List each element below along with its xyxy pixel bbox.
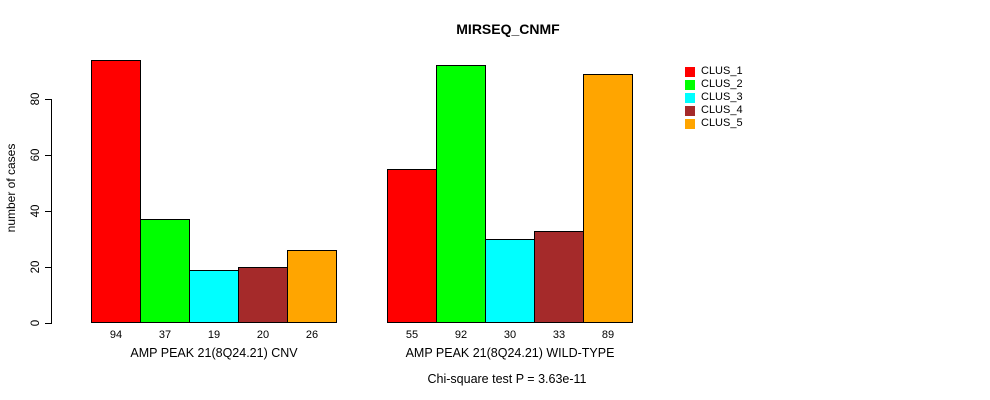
bar-clus_5 xyxy=(583,73,633,323)
legend-swatch-clus_1 xyxy=(685,66,695,77)
legend-label: CLUS_5 xyxy=(701,117,743,129)
legend-label: CLUS_4 xyxy=(701,104,743,116)
bar-value-label: 55 xyxy=(405,329,419,341)
bar-clus_3 xyxy=(485,239,535,323)
bar-clus_1 xyxy=(387,169,437,323)
y-axis-tick xyxy=(45,211,52,212)
legend-item: CLUS_3 xyxy=(685,91,743,104)
legend-swatch-clus_4 xyxy=(685,105,695,116)
bar-value-label: 37 xyxy=(158,329,172,341)
chi-square-note: Chi-square test P = 3.63e-11 xyxy=(427,372,587,386)
bar-clus_5 xyxy=(287,250,337,323)
y-axis-tick xyxy=(45,155,52,156)
bar-value-label: 20 xyxy=(256,329,270,341)
legend-swatch-clus_5 xyxy=(685,118,695,129)
y-axis-tick xyxy=(45,267,52,268)
legend-label: CLUS_1 xyxy=(701,65,743,77)
bar-value-label: 30 xyxy=(503,329,517,341)
y-axis-tick-label: 20 xyxy=(30,260,42,274)
x-group-label: AMP PEAK 21(8Q24.21) WILD-TYPE xyxy=(405,346,615,360)
chart-title: MIRSEQ_CNMF xyxy=(456,21,560,37)
bar-value-label: 92 xyxy=(454,329,468,341)
bar-value-label: 33 xyxy=(552,329,566,341)
bar-clus_3 xyxy=(189,269,239,323)
x-group-label: AMP PEAK 21(8Q24.21) CNV xyxy=(130,346,298,360)
legend-item: CLUS_2 xyxy=(685,78,743,91)
bar-clus_2 xyxy=(436,65,486,323)
bar-clus_2 xyxy=(140,219,190,323)
y-axis-tick-label: 40 xyxy=(30,204,42,218)
y-axis-tick-label: 0 xyxy=(30,319,42,327)
y-axis-tick-label: 60 xyxy=(30,148,42,162)
bar-clus_4 xyxy=(534,230,584,323)
y-axis-tick xyxy=(45,99,52,100)
y-axis-tick-label: 80 xyxy=(30,92,42,106)
legend-item: CLUS_5 xyxy=(685,117,743,130)
legend-item: CLUS_4 xyxy=(685,104,743,117)
y-axis-tick xyxy=(45,323,52,324)
bar-value-label: 94 xyxy=(109,329,123,341)
bar-value-label: 19 xyxy=(207,329,221,341)
y-axis-label: number of cases xyxy=(4,143,18,233)
legend: CLUS_1 CLUS_2 CLUS_3 CLUS_4 CLUS_5 xyxy=(685,65,743,130)
legend-swatch-clus_2 xyxy=(685,79,695,90)
legend-label: CLUS_3 xyxy=(701,91,743,103)
bar-clus_1 xyxy=(91,59,141,323)
bar-clus_4 xyxy=(238,267,288,323)
legend-label: CLUS_2 xyxy=(701,78,743,90)
bar-value-label: 26 xyxy=(305,329,319,341)
bar-value-label: 89 xyxy=(601,329,615,341)
legend-swatch-clus_3 xyxy=(685,92,695,103)
legend-item: CLUS_1 xyxy=(685,65,743,78)
